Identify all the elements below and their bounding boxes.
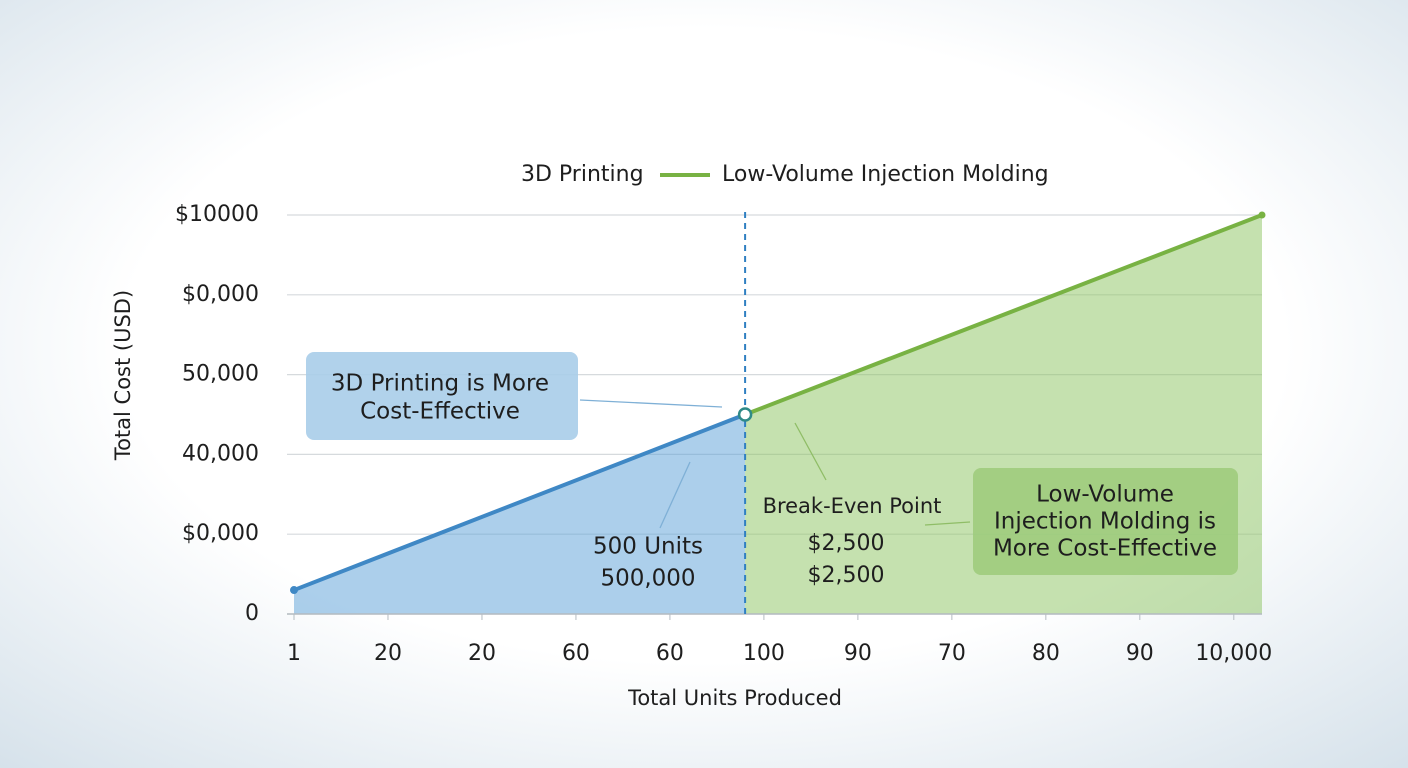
x-tick-label: 100	[743, 641, 785, 666]
x-tick-label: 20	[468, 641, 496, 666]
series-line	[292, 412, 748, 593]
annotation-text: Break-Even Point	[763, 494, 942, 518]
legend-label: Low-Volume Injection Molding	[722, 162, 1049, 187]
start-point	[290, 586, 298, 595]
y-tick-label: $10000	[175, 202, 259, 227]
annotation-text: 3D Printing is More	[331, 371, 549, 397]
x-tick-label: 60	[656, 641, 684, 666]
y-tick-label: 40,000	[182, 441, 259, 466]
annotation-text: $2,500	[808, 563, 885, 588]
break-even-point	[737, 407, 753, 422]
x-tick-label: 70	[938, 641, 966, 666]
y-tick-label: 0	[245, 601, 259, 626]
x-tick-label: 1	[287, 641, 301, 666]
area-fill	[294, 414, 746, 614]
plot: 0 $0,000 40,000 50,000 $0,000 $10000 1 20 20 60 60…	[175, 162, 1272, 666]
annotation-text: 500,000	[600, 566, 695, 592]
series-line	[743, 213, 1264, 417]
x-tick-label: 60	[562, 641, 590, 666]
annotation-text: Low-Volume	[1036, 482, 1174, 508]
leader-line	[794, 422, 827, 481]
y-tick-label: $0,000	[182, 521, 259, 546]
end-point	[1258, 211, 1266, 219]
annotation-box	[306, 352, 578, 440]
x-axis-label: Total Units Produced	[627, 686, 842, 710]
x-tick-label: 20	[374, 641, 402, 666]
leader-line	[924, 521, 971, 526]
x-tick-label: 80	[1032, 641, 1060, 666]
leader-line	[659, 461, 691, 529]
legend-label: 3D Printing	[521, 162, 644, 187]
x-tick-label: 90	[1126, 641, 1154, 666]
x-tick-label: 90	[844, 641, 872, 666]
annotation-text: Cost-Effective	[360, 399, 520, 425]
y-tick-label: $0,000	[182, 282, 259, 307]
x-tick-label: 10,000	[1195, 641, 1272, 666]
leader-line	[579, 399, 723, 408]
annotation-text: Injection Molding is	[994, 509, 1216, 535]
annotation-text: $2,500	[808, 531, 885, 556]
y-axis-label: Total Cost (USD)	[111, 290, 135, 461]
annotation-text: 500 Units	[593, 534, 703, 560]
y-tick-label: 50,000	[182, 362, 259, 387]
annotation-text: More Cost-Effective	[993, 536, 1217, 562]
annotation-box	[973, 468, 1238, 575]
